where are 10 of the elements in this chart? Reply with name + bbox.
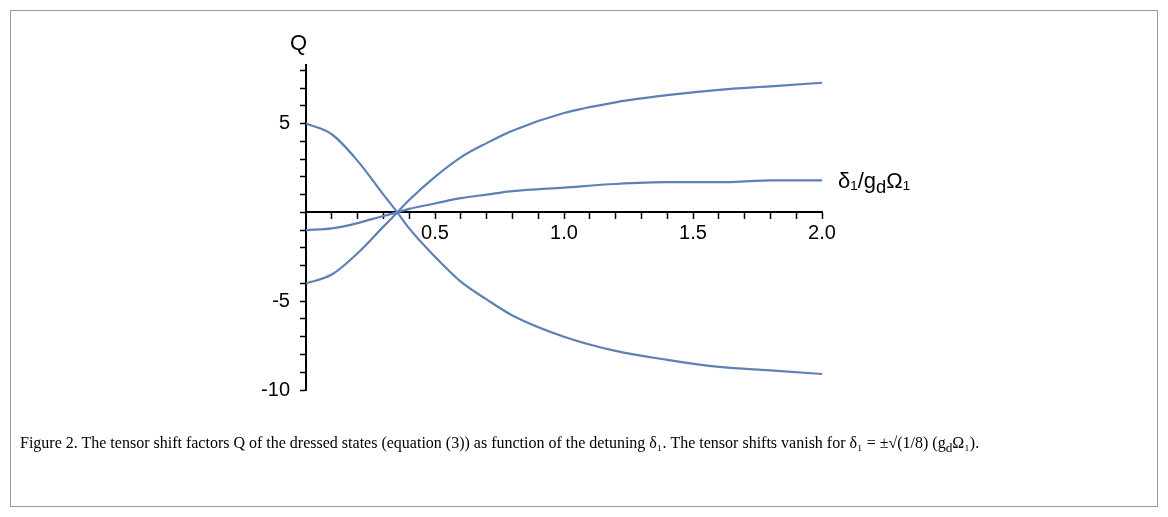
y-tick-label: -5 [272, 288, 290, 311]
y-axis-title: Q [290, 30, 308, 56]
x-axis-title: δ₁/g$_{d}$Ω₁ [838, 168, 911, 199]
x-tick-label: 2.0 [808, 220, 836, 243]
x-tick-label: 0.5 [421, 220, 449, 243]
x-tick-label: 1.0 [550, 220, 578, 243]
x-tick-label: 1.5 [679, 220, 707, 243]
y-tick-label: -10 [261, 377, 290, 400]
caption: Figure 2. The tensor shift factors Q of the dressed states (equation (3)) as function of the detuning δ₁. The tensor shifts vanish for δ₁ = ±√(1/8) (g$_{d}$Ω₁). [20, 433, 981, 458]
y-tick-label: 5 [278, 111, 290, 134]
